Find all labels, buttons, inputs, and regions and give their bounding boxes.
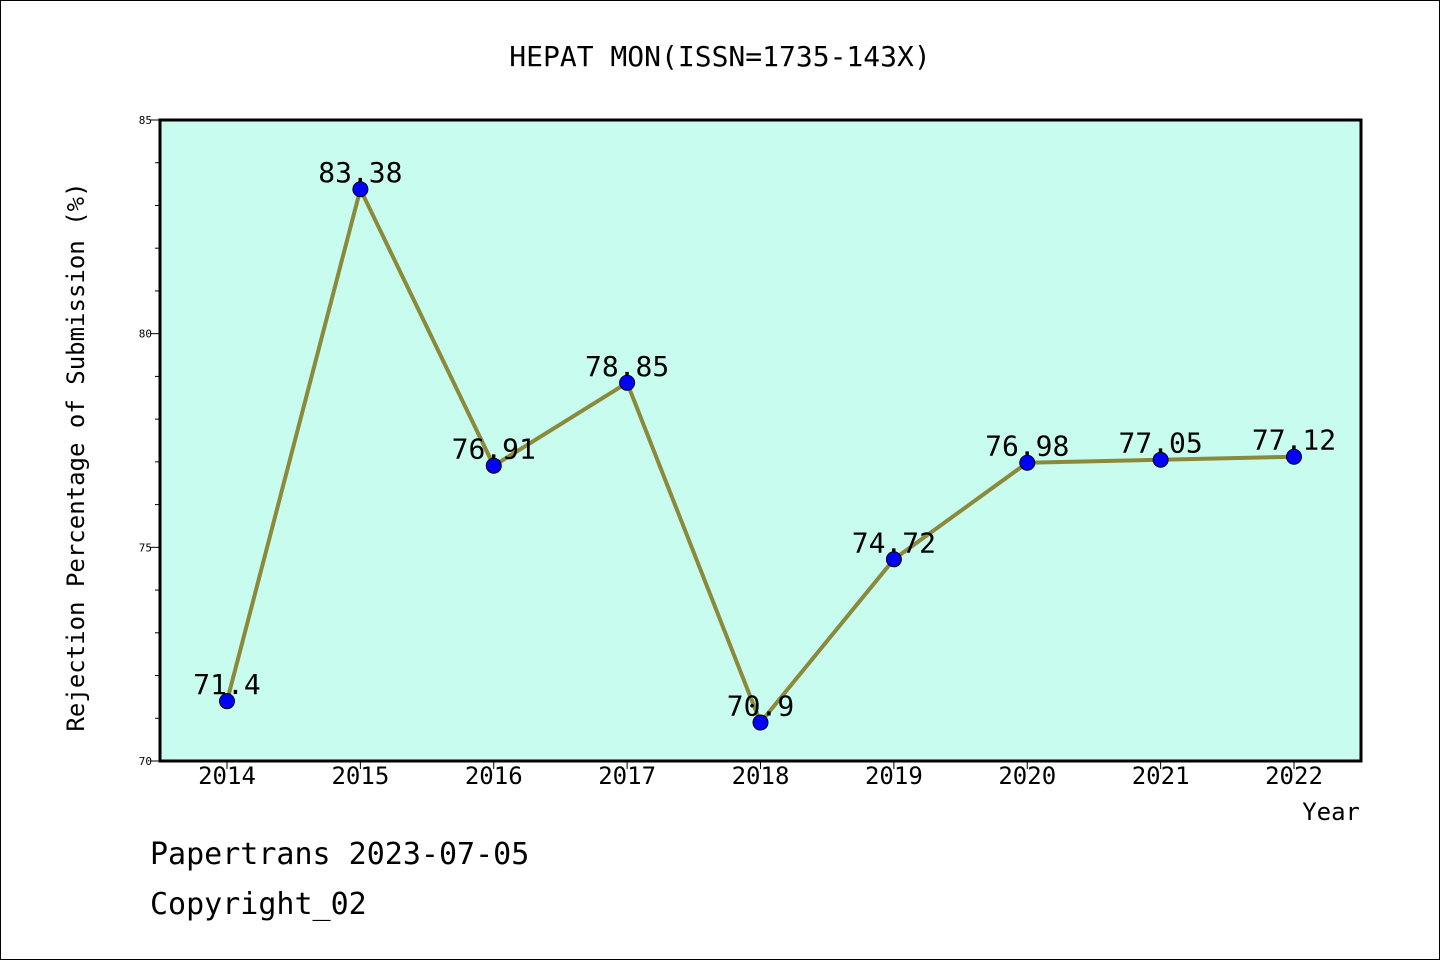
series-group: 71.4 83.38 76.91 78.85 70.9 74.72 76.98 77.05 77… <box>193 156 1336 731</box>
footer-date: Papertrans 2023-07-05 <box>150 837 529 872</box>
footer-copyright: Copyright_02 <box>150 887 367 922</box>
data-point <box>619 374 636 391</box>
data-point <box>1019 454 1036 471</box>
x-tick-label: 2016 <box>465 762 523 790</box>
data-point <box>1286 448 1302 465</box>
data-point <box>885 551 902 568</box>
data-label: 77.12 <box>1252 424 1336 457</box>
x-tick-label: 2014 <box>198 762 256 790</box>
data-point <box>219 693 235 710</box>
data-point <box>485 457 502 474</box>
data-point <box>352 181 369 198</box>
y-tick-label: 80 <box>139 328 152 341</box>
data-label: 76.91 <box>452 433 536 466</box>
plot-area <box>158 118 1363 763</box>
chart-title: HEPAT MON(ISSN=1735-143X) <box>509 40 930 73</box>
x-tick-label: 2018 <box>732 762 790 790</box>
x-tick-label: 2022 <box>1265 762 1323 790</box>
y-tick-label: 85 <box>139 114 152 127</box>
data-label: 70.9 <box>727 690 794 723</box>
x-axis-label: Year <box>1302 798 1360 826</box>
data-label: 71.4 <box>193 668 260 701</box>
data-label: 74.72 <box>852 526 936 559</box>
y-axis-label: Rejection Percentage of Submission (%) <box>62 182 90 731</box>
y-tick-label: 70 <box>139 755 152 768</box>
data-point <box>752 714 769 731</box>
x-tick-label: 2019 <box>865 762 923 790</box>
data-label: 76.98 <box>985 430 1069 463</box>
data-label: 78.85 <box>585 350 669 383</box>
x-tick-label: 2020 <box>998 762 1056 790</box>
data-label: 77.05 <box>1118 427 1202 460</box>
y-tick-label: 75 <box>139 541 152 554</box>
x-tick-label: 2017 <box>598 762 656 790</box>
y-axis-ticks: 70 75 80 85 <box>139 114 160 768</box>
data-point <box>1152 451 1169 468</box>
data-label: 83.38 <box>318 156 402 189</box>
x-tick-label: 2015 <box>331 762 389 790</box>
x-tick-label: 2021 <box>1132 762 1190 790</box>
x-axis-ticks: 2014 2015 2016 2017 2018 2019 2020 2021 2022 <box>198 761 1323 790</box>
